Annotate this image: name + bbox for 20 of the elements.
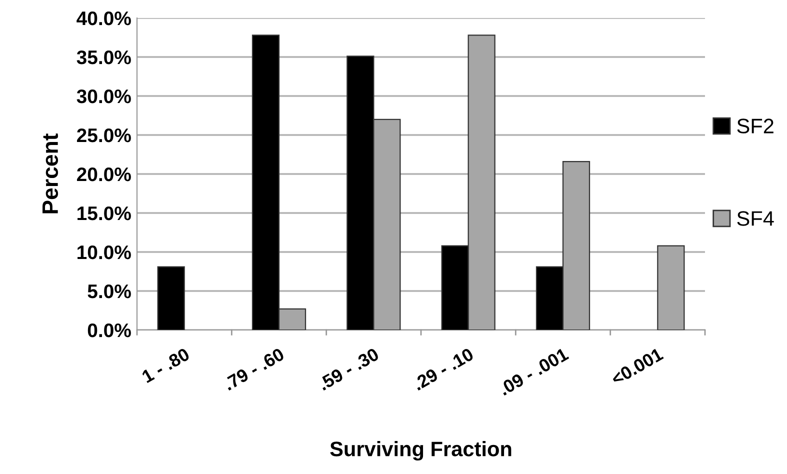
- legend-label: SF4: [737, 211, 774, 226]
- x-tick-label: 1 - .80: [141, 347, 190, 384]
- y-tick-label: 30.0%: [76, 89, 131, 104]
- y-tick-label: 5.0%: [88, 284, 131, 298]
- x-tick-label: .09 - .001: [498, 347, 570, 396]
- y-tick-label: 35.0%: [76, 50, 131, 64]
- y-tick-label: 40.0%: [76, 11, 131, 26]
- y-axis-title: Percent: [42, 134, 58, 214]
- y-tick-label: 15.0%: [78, 206, 131, 220]
- y-tick-label: 10.0%: [78, 245, 131, 260]
- x-tick-label: .59 - .30: [318, 347, 380, 391]
- bar: [157, 266, 185, 330]
- x-axis-title: Surviving Fraction: [330, 441, 512, 461]
- y-tick-label: 25.0%: [76, 128, 131, 142]
- x-tick-label: .79 - .60: [222, 347, 285, 391]
- legend-label: SF2: [737, 118, 774, 134]
- y-tick-label: 0.0%: [88, 323, 131, 338]
- bar: [657, 245, 685, 330]
- x-tick-label: .29 - .10: [412, 347, 474, 391]
- y-tick-label: 20.0%: [76, 167, 131, 182]
